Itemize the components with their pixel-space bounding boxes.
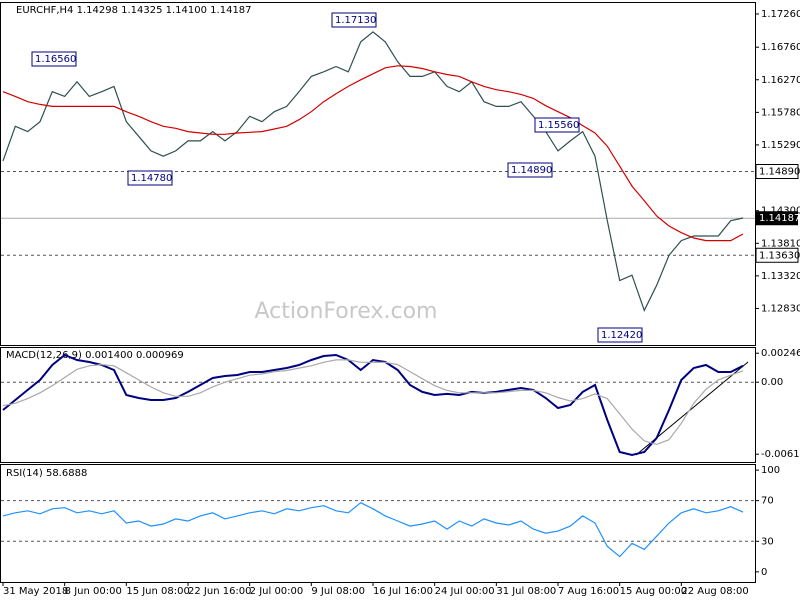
x-tick-label: 9 Jul 08:00 (311, 586, 365, 597)
series-line (2, 359, 744, 446)
series-line (2, 31, 744, 312)
level-label-box (755, 247, 799, 263)
x-tick-label: 16 Jul 16:00 (373, 586, 433, 597)
y-tick-label: 1.13810 (761, 238, 800, 249)
y-tick-label: 70 (761, 496, 774, 507)
series-line (2, 501, 744, 558)
x-tick-label: 15 Jun 08:00 (126, 586, 190, 597)
annotation: 1.14780 (131, 173, 172, 184)
x-tick-label: 24 Jul 00:00 (435, 586, 495, 597)
x-tick-label: 31 May 2018 (3, 586, 68, 597)
y-tick-label: 0.002469 (761, 348, 800, 359)
y-tick-label: 30 (761, 536, 774, 547)
rsi-panel (0, 464, 756, 583)
y-tick-label: 1.15780 (761, 107, 800, 118)
annotation: 1.12420 (601, 330, 642, 341)
rsi-title: RSI(14) 58.6888 (6, 468, 87, 479)
current-price-box (756, 211, 798, 226)
y-tick-label: 1.15290 (761, 140, 800, 151)
y-tick-label: 1.16760 (761, 42, 800, 53)
y-tick-label: 0.00 (761, 377, 783, 388)
annotation-box (331, 12, 377, 28)
x-tick-label: 8 Jun 00:00 (65, 586, 122, 597)
y-tick-label: 1.12830 (761, 303, 800, 314)
series-line (2, 65, 744, 242)
x-tick-label: 2 Jul 00:00 (250, 586, 304, 597)
x-tick-label: 22 Jun 16:00 (188, 586, 252, 597)
annotation: 1.15560 (538, 120, 579, 131)
y-tick-label: 100 (761, 465, 780, 476)
annotation-box (534, 117, 580, 133)
y-tick-label: 1.16270 (761, 75, 800, 86)
macd-panel (0, 347, 756, 463)
series-line (2, 353, 744, 457)
y-tick-label: 1.17260 (761, 9, 800, 20)
watermark: ActionForex.com (255, 299, 438, 324)
x-tick-label: 7 Aug 16:00 (558, 586, 619, 597)
level-label: 1.14890 (759, 167, 800, 178)
annotation-box (597, 327, 643, 343)
y-tick-label: 0 (761, 567, 767, 578)
level-label-box (755, 164, 799, 180)
y-tick-label: 1.14300 (761, 206, 800, 217)
annotation: 1.14890 (511, 165, 552, 176)
annotation: 1.16560 (35, 54, 76, 65)
macd-title: MACD(12,26,9) 0.001400 0.000969 (6, 350, 184, 361)
annotation-box (507, 162, 553, 178)
annotation: 1.17130 (335, 15, 376, 26)
x-tick-label: 15 Aug 00:00 (620, 586, 687, 597)
chart-title: EURCHF,H4 1.14298 1.14325 1.14100 1.1418… (16, 5, 252, 16)
annotation-box (31, 51, 77, 67)
y-tick-label: 1.13320 (761, 271, 800, 282)
x-tick-label: 22 Aug 08:00 (681, 586, 748, 597)
y-tick-label: -0.006136 (761, 449, 800, 460)
current-price-label: 1.14187 (759, 213, 800, 224)
x-tick-label: 31 Jul 08:00 (496, 586, 556, 597)
level-label: 1.13630 (759, 250, 800, 261)
annotation-box (127, 170, 173, 186)
